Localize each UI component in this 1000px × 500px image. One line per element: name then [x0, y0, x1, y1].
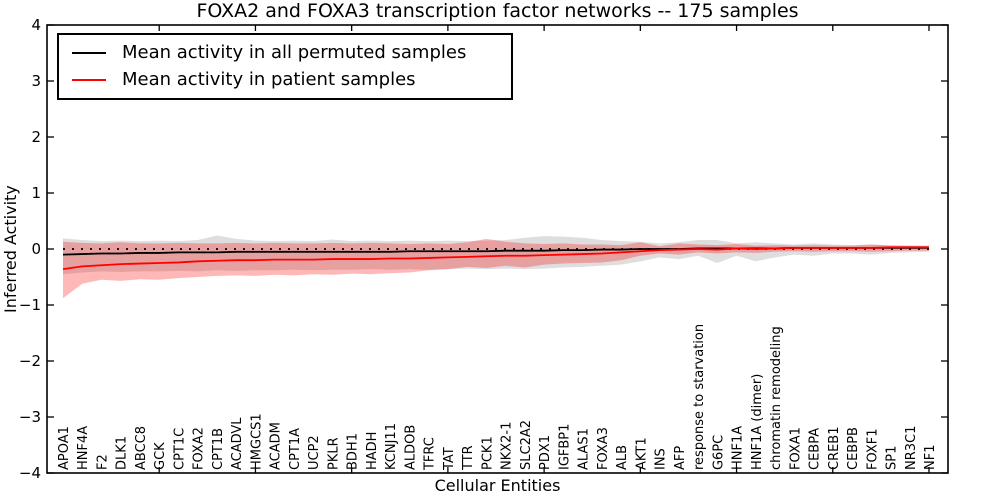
y-tick-label: 2 — [31, 128, 41, 146]
x-tick-label: NKX2-1 — [500, 422, 515, 470]
x-tick-label: SLC2A2 — [519, 420, 534, 470]
y-tick-label: −3 — [19, 408, 41, 426]
x-tick-label: AFP — [673, 446, 688, 470]
x-tick-label: CEBPB — [846, 427, 861, 470]
x-tick-label: NF1 — [923, 445, 938, 470]
y-tick-label: −4 — [19, 464, 41, 482]
x-tick-label: DLK1 — [115, 436, 130, 470]
y-tick-label: 1 — [31, 184, 41, 202]
x-tick-label: CPT1B — [211, 428, 226, 470]
x-tick-label: HNF4A — [76, 426, 91, 470]
x-tick-label: NR3C1 — [904, 426, 919, 470]
patient-band — [63, 238, 929, 299]
legend-item-label: Mean activity in all permuted samples — [122, 42, 467, 63]
x-tick-label: response to starvation — [692, 324, 707, 470]
x-tick-label: CPT1C — [172, 428, 187, 470]
x-tick-label: IGFBP1 — [557, 424, 572, 470]
x-tick-label: CPT1A — [288, 428, 303, 470]
patient-mean-line — [62, 246, 929, 271]
y-tick-label: 4 — [31, 16, 41, 34]
x-tick-label: APOA1 — [57, 426, 72, 470]
legend-item-patient: Mean activity in patient samples — [59, 66, 511, 93]
x-tick-label: HADH — [365, 432, 380, 470]
x-tick-label: GCK — [153, 442, 168, 470]
x-tick-label: CEBPA — [808, 428, 823, 470]
x-tick-label: ABCC8 — [134, 426, 149, 470]
x-tick-label: CREB1 — [827, 426, 842, 470]
x-tick-label: KCNJ11 — [384, 423, 399, 470]
x-tick-label: UCP2 — [307, 435, 322, 470]
legend-item-label: Mean activity in patient samples — [122, 69, 416, 90]
x-tick-label: FOXF1 — [865, 428, 880, 470]
x-tick-label: TTR — [461, 445, 476, 471]
y-tick-label: −2 — [19, 352, 41, 370]
x-tick-label: FOXA3 — [596, 427, 611, 470]
legend-item-permuted: Mean activity in all permuted samples — [59, 39, 511, 66]
x-axis-label: Cellular Entities — [434, 476, 561, 495]
x-tick-label: SP1 — [885, 446, 900, 470]
x-tick-label: HNF1A — [731, 426, 746, 470]
x-tick-label: AKT1 — [634, 437, 649, 470]
patient-line-sample-icon — [72, 78, 106, 81]
chart-title: FOXA2 and FOXA3 transcription factor net… — [196, 0, 799, 22]
x-tick-label: PCK1 — [480, 436, 495, 470]
x-tick-label: ALDOB — [403, 425, 418, 470]
x-tick-label: FOXA1 — [788, 427, 803, 470]
x-tick-label: TFRC — [423, 437, 438, 471]
y-tick-label: 3 — [31, 72, 41, 90]
permuted-line-sample-icon — [72, 51, 106, 54]
x-tick-label: ALAS1 — [577, 428, 592, 470]
x-tick-label: PDX1 — [538, 435, 553, 470]
x-tick-label: HNF1A (dimer) — [750, 374, 765, 470]
legend: Mean activity in all permuted samples Me… — [57, 33, 513, 100]
x-tick-label: INS — [654, 448, 669, 470]
x-tick-label: chromatin remodeling — [769, 326, 784, 470]
x-tick-label: TAT — [442, 447, 457, 471]
x-tick-label: HMGCS1 — [249, 413, 264, 470]
y-tick-label: 0 — [31, 240, 41, 258]
x-tick-label: ACADVL — [230, 417, 245, 470]
permuted-band — [63, 235, 929, 275]
x-tick-label: ACADM — [269, 422, 284, 470]
x-tick-label: BDH1 — [346, 433, 361, 470]
x-tick-label: G6PC — [711, 435, 726, 470]
x-tick-label: FOXA2 — [192, 427, 207, 470]
x-tick-label: F2 — [95, 454, 110, 470]
x-tick-label: PKLR — [326, 437, 341, 470]
x-tick-label: ALB — [615, 445, 630, 470]
y-tick-label: −1 — [19, 296, 41, 314]
